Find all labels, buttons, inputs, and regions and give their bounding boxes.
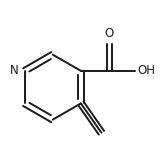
Text: O: O — [105, 27, 114, 40]
Text: N: N — [10, 64, 19, 77]
Text: OH: OH — [137, 64, 155, 77]
